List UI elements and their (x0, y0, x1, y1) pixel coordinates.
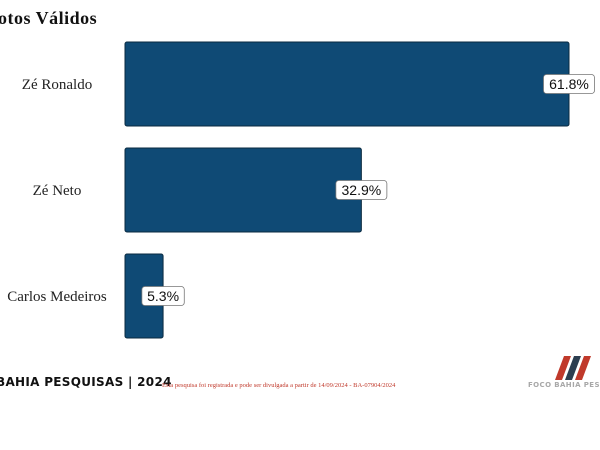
data-label-ze-ronaldo: 61.8% (549, 76, 589, 92)
data-label-box-carlos-medeiros (141, 286, 185, 306)
bar-ze-ronaldo (124, 41, 570, 127)
data-label-box-ze-ronaldo (543, 74, 595, 94)
bar-chart: Zé Ronaldo 61.8% Zé Neto 32.9% Carlos Medeir… (7, 41, 595, 339)
data-label-carlos-medeiros: 5.3% (147, 288, 179, 304)
chart-title: otos Válidos (0, 8, 98, 28)
foco-bahia-logo-icon (555, 356, 591, 380)
data-label-ze-neto: 32.9% (342, 182, 382, 198)
data-label-box-ze-neto (335, 180, 388, 200)
bar-ze-neto (124, 147, 362, 233)
registration-note: Esta pesquisa foi registrada e pode ser … (162, 382, 396, 389)
category-label-carlos-medeiros: Carlos Medeiros (7, 289, 107, 305)
brand-name: FOCO BAHIA PESQ (528, 381, 600, 389)
footer-brand-text: BAHIA PESQUISAS | 2024 (0, 375, 172, 389)
category-label-ze-neto: Zé Neto (33, 183, 82, 199)
category-label-ze-ronaldo: Zé Ronaldo (22, 77, 92, 93)
